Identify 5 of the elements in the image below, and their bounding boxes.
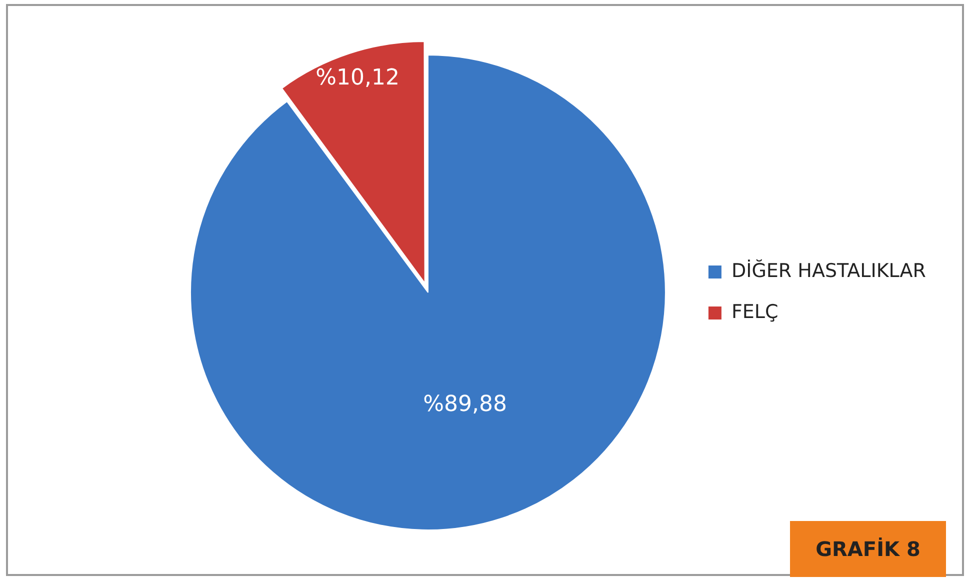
legend-label: FELÇ bbox=[731, 300, 778, 323]
text: GRAFİK 8 bbox=[790, 521, 946, 577]
data-label: %89,88 bbox=[423, 392, 508, 418]
data-label: %10,12 bbox=[316, 65, 400, 90]
legend-label: DİĞER HASTALIKLAR bbox=[731, 258, 926, 282]
